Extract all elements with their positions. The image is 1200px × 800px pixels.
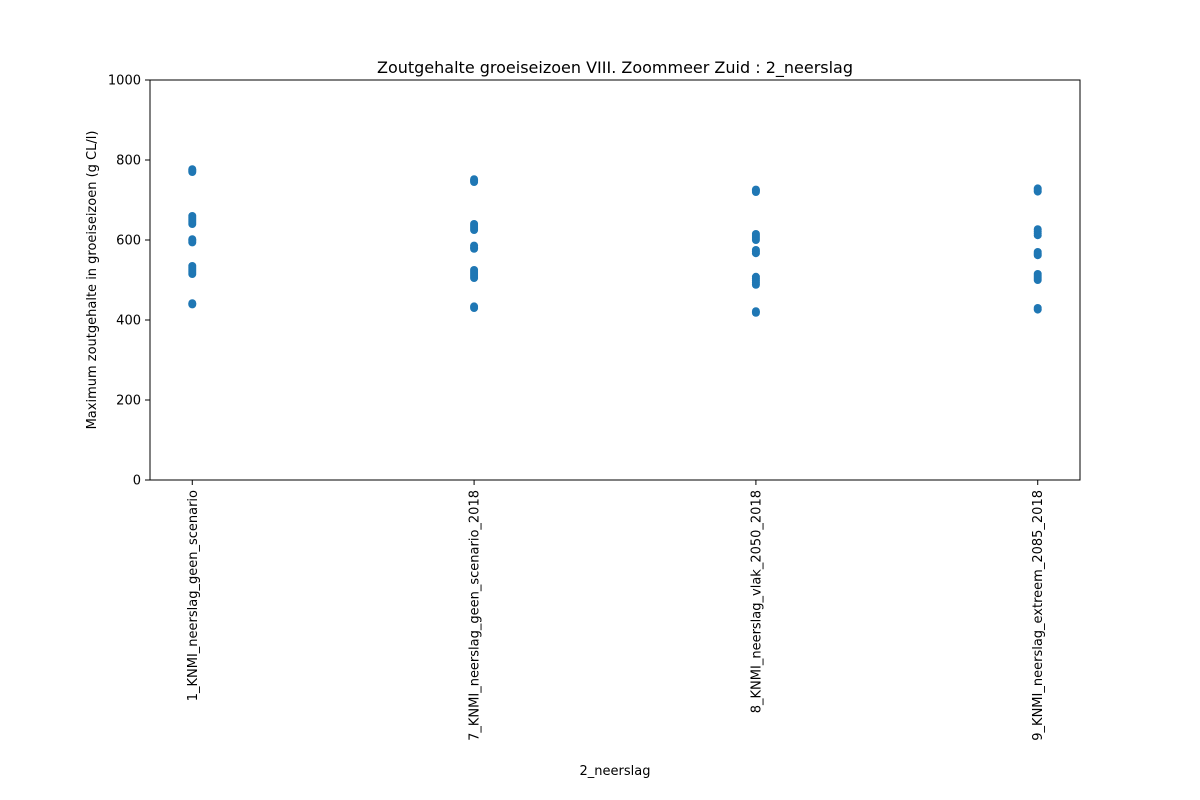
y-tick-label-4: 800 — [116, 154, 141, 169]
x-tick-label-1: 7_KNMI_neerslag_geen_scenario_2018 — [468, 490, 483, 741]
data-point-51 — [751, 185, 760, 194]
y-tick-label-3: 600 — [116, 234, 141, 249]
x-tick-label-3: 9_KNMI_neerslag_extreem_2085_2018 — [1031, 490, 1046, 741]
data-point-48 — [751, 230, 760, 238]
data-point-14 — [188, 212, 197, 220]
data-point-31 — [470, 220, 479, 228]
data-point-34 — [470, 175, 479, 184]
data-point-19 — [470, 302, 479, 311]
data-point-17 — [188, 165, 197, 174]
data-point-36 — [751, 307, 760, 316]
data-point-9 — [188, 235, 197, 244]
data-point-57 — [1033, 270, 1042, 278]
data-point-27 — [470, 241, 479, 250]
data-point-60 — [1033, 248, 1042, 256]
points-layer — [188, 165, 1042, 317]
data-point-6 — [188, 262, 197, 270]
y-axis: 0 200 400 600 800 1000 — [108, 74, 150, 489]
y-tick-label-2: 400 — [116, 314, 141, 329]
x-tick-label-2: 8_KNMI_neerslag_vlak_2050_2018 — [749, 490, 764, 713]
x-axis: 1_KNMI_neerslag_geen_scenario 7_KNMI_neer… — [186, 480, 1046, 741]
data-point-41 — [751, 272, 760, 281]
y-axis-label: Maximum zoutgehalte in groeiseizoen (g C… — [85, 131, 100, 430]
y-tick-label-1: 200 — [116, 394, 141, 409]
data-point-1 — [188, 299, 197, 308]
data-point-44 — [751, 246, 760, 254]
plot-frame — [149, 79, 1081, 481]
x-tick-label-0: 1_KNMI_neerslag_geen_scenario — [186, 490, 201, 701]
y-tick-label-5: 1000 — [108, 74, 141, 89]
data-point-24 — [470, 266, 479, 274]
y-tick-label-0: 0 — [133, 474, 141, 489]
data-point-67 — [1033, 184, 1042, 193]
chart-title: Zoutgehalte groeiseizoen VIII. Zoommeer … — [377, 58, 853, 78]
data-point-64 — [1033, 225, 1042, 234]
x-axis-label: 2_neerslag — [580, 764, 651, 779]
data-point-53 — [1033, 304, 1042, 312]
